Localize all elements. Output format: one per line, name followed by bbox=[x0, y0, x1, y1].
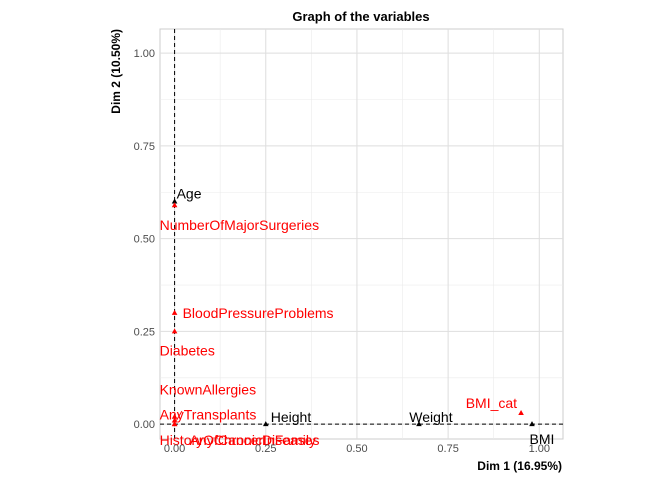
chart-title: Graph of the variables bbox=[292, 9, 429, 24]
point-label: Age bbox=[177, 186, 202, 202]
y-tick-label: 0.50 bbox=[134, 234, 155, 246]
point-marker bbox=[171, 309, 178, 315]
y-tick-label: 0.75 bbox=[134, 141, 155, 153]
point-label: BloodPressureProblems bbox=[183, 305, 334, 321]
point-label: AnyChronicDiseases bbox=[190, 432, 320, 448]
point-label: Height bbox=[271, 409, 312, 425]
point-marker bbox=[518, 410, 524, 416]
point-label: Diabetes bbox=[160, 342, 215, 358]
point-marker bbox=[262, 421, 269, 427]
point-label: HistoryOfCancerInFamily bbox=[160, 432, 316, 448]
point-marker bbox=[171, 198, 178, 204]
y-tick-label: 1.00 bbox=[134, 48, 155, 60]
x-axis-title: Dim 1 (16.95%) bbox=[477, 459, 562, 473]
y-tick-label: 0.25 bbox=[134, 326, 155, 338]
y-tick-label: 0.00 bbox=[134, 419, 155, 431]
point-label: BMI_cat bbox=[466, 395, 517, 411]
point-label: NumberOfMajorSurgeries bbox=[160, 217, 320, 233]
point-label: AnyTransplants bbox=[160, 406, 257, 422]
panel-background bbox=[159, 28, 564, 440]
points-layer bbox=[171, 198, 535, 427]
point-marker bbox=[171, 417, 178, 423]
x-tick-label: 0.00 bbox=[164, 443, 185, 455]
x-tick-label: 0.25 bbox=[255, 443, 276, 455]
x-tick-label: 1.00 bbox=[529, 443, 550, 455]
y-axis-title: Dim 2 (10.50%) bbox=[109, 29, 123, 114]
label-connector bbox=[175, 410, 183, 421]
point-marker bbox=[171, 202, 178, 208]
point-label: BMI bbox=[530, 431, 555, 447]
point-marker bbox=[416, 421, 422, 427]
y-tick-labels: 0.00 0.25 0.50 0.75 1.00 bbox=[134, 48, 155, 431]
point-marker bbox=[529, 421, 535, 427]
x-tick-label: 0.75 bbox=[437, 443, 458, 455]
point-label: Weight bbox=[409, 409, 452, 425]
point-marker bbox=[171, 328, 178, 334]
x-tick-labels: 0.00 0.25 0.50 0.75 1.00 bbox=[164, 443, 550, 455]
point-marker bbox=[171, 421, 178, 427]
point-label: KnownAllergies bbox=[160, 382, 257, 398]
labels-layer: Age NumberOfMajorSurgeries BloodPressurePr… bbox=[160, 186, 555, 449]
point-marker bbox=[171, 413, 178, 419]
x-tick-label: 0.50 bbox=[346, 443, 367, 455]
reference-lines bbox=[160, 29, 563, 439]
